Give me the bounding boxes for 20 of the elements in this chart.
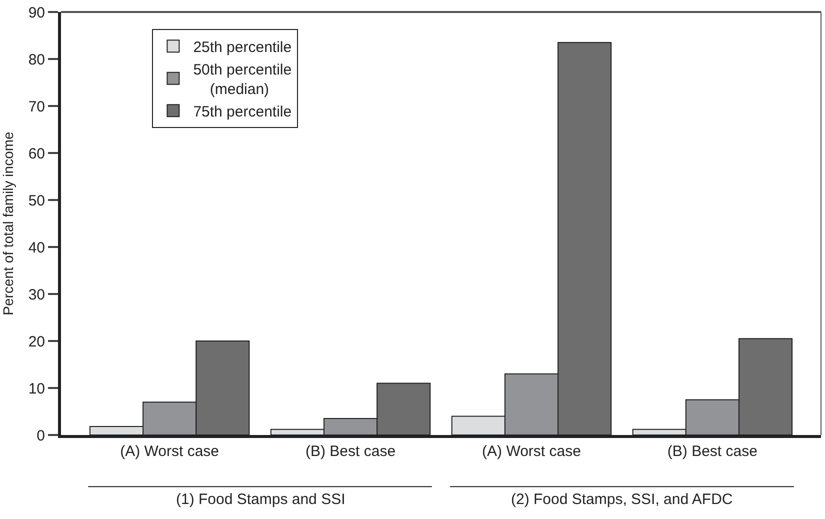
y-axis-title: Percent of total family income — [0, 131, 16, 316]
y-tick-label: 40 — [28, 239, 45, 256]
legend-label: 25th percentile — [193, 39, 292, 56]
y-tick-label: 80 — [28, 51, 45, 68]
y-tick-label: 10 — [28, 380, 45, 398]
y-tick-label: 70 — [28, 98, 45, 116]
y-tick-label: 50 — [28, 192, 45, 210]
x-tick-label: (B) Best case — [667, 443, 758, 460]
text: (1) Food Stamps and SSI — [176, 491, 346, 508]
y-tick-label: 90 — [28, 4, 45, 22]
text: (2) Food Stamps, SSI, and AFDC — [511, 491, 733, 508]
x-tick-label: (A) Worst case — [482, 443, 581, 460]
x-tick-label: (B) Best case — [306, 443, 396, 460]
y-tick-label: 20 — [28, 333, 45, 350]
y-tick-label: 0 — [36, 427, 45, 444]
y-tick-label: 60 — [28, 145, 45, 162]
y-tick-label: 30 — [28, 286, 45, 304]
x-tick-label: (A) Worst case — [120, 443, 220, 460]
legend-label: 50th percentile (median) — [193, 62, 292, 98]
legend-label: 75th percentile — [193, 104, 292, 121]
